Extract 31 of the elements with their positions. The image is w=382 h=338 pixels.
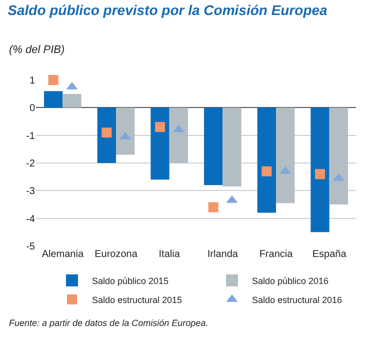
x-tick-label: Eurozona [94,249,138,260]
bar [62,94,82,108]
bar [257,108,276,213]
y-tick-label: -2 [26,158,36,170]
bar [276,108,295,204]
bar [204,108,223,186]
y-tick-label: 1 [29,76,36,86]
y-tick-label: 0 [29,103,36,114]
bar [222,108,242,187]
legend-label: Saldo público 2016 [252,276,329,286]
x-tick-label: Italia [158,249,180,260]
bar [116,108,135,155]
y-tick-label: -4 [26,214,36,225]
y-tick-label: -3 [26,186,36,198]
y-tick-label: -1 [26,130,36,142]
y-tick-label: -5 [26,242,36,252]
bar [169,108,188,163]
x-tick-label: Irlanda [207,249,238,260]
x-tick-label: España [312,249,347,260]
bar [150,108,170,180]
source-note: Fuente: a partir de datos de la Comisión Europea. [9,318,208,328]
legend-label: Saldo público 2015 [92,276,169,286]
x-tick-label: Alemania [42,249,84,260]
bar [44,91,63,108]
bar [310,108,330,232]
legend-label: Saldo estructural 2015 [92,294,182,305]
chart-title: Saldo público previsto por la Comisión Europea [8,2,328,18]
legend-label: Saldo estructural 2016 [252,294,342,305]
x-tick-label: Francia [259,249,294,260]
bar [329,108,348,204]
chart-subtitle: (% del PIB) [9,44,65,56]
